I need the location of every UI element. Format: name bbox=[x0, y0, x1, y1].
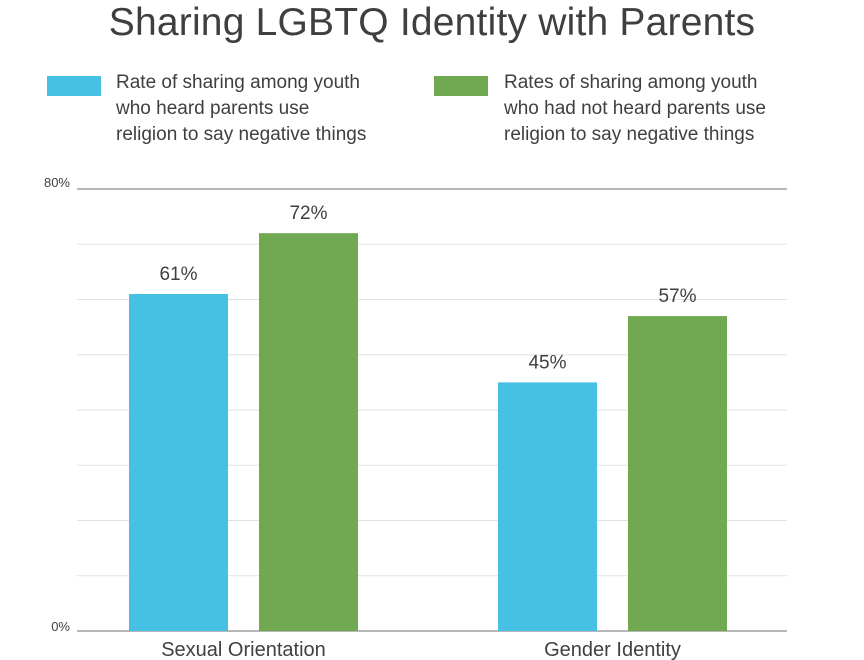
legend-label-series-1: Rate of sharing among youth who heard pa… bbox=[116, 70, 366, 148]
legend-label-line: Rate of sharing among youth bbox=[116, 72, 360, 93]
legend-label-line: who heard parents use bbox=[116, 98, 310, 119]
data-label: 61% bbox=[159, 264, 197, 285]
bar bbox=[498, 382, 597, 631]
legend-label-line: Rates of sharing among youth bbox=[504, 72, 758, 93]
bar bbox=[129, 293, 228, 631]
data-label: 45% bbox=[528, 352, 566, 373]
legend-label-series-2: Rates of sharing among youth who had not… bbox=[504, 70, 766, 148]
data-label: 72% bbox=[289, 203, 327, 224]
x-tick-label: Sexual Orientation bbox=[161, 639, 326, 660]
bar bbox=[259, 233, 358, 631]
bar bbox=[628, 316, 727, 631]
x-tick-label: Gender Identity bbox=[544, 639, 681, 660]
y-tick-label: 0% bbox=[51, 619, 70, 634]
chart-title: Sharing LGBTQ Identity with Parents bbox=[108, 1, 756, 44]
data-label: 57% bbox=[658, 286, 696, 307]
legend-swatch-series-2 bbox=[434, 76, 488, 96]
y-tick-label: 80% bbox=[44, 175, 70, 190]
legend-label-line: who had not heard parents use bbox=[504, 98, 766, 119]
legend-swatch-series-1 bbox=[47, 76, 101, 96]
legend-label-line: religion to say negative things bbox=[504, 124, 755, 145]
legend-label-line: religion to say negative things bbox=[116, 124, 367, 145]
